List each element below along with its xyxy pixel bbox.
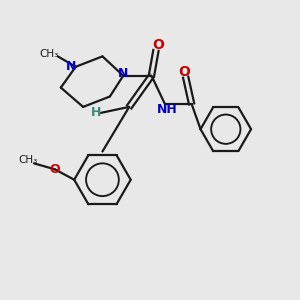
Text: CH₃: CH₃ <box>39 49 58 59</box>
Text: CH₃: CH₃ <box>18 155 37 165</box>
Text: N: N <box>66 60 77 73</box>
Text: NH: NH <box>157 103 178 116</box>
Text: N: N <box>118 67 128 80</box>
Text: O: O <box>50 163 61 176</box>
Text: H: H <box>91 106 101 119</box>
Text: O: O <box>178 65 190 79</box>
Text: O: O <box>152 38 164 52</box>
